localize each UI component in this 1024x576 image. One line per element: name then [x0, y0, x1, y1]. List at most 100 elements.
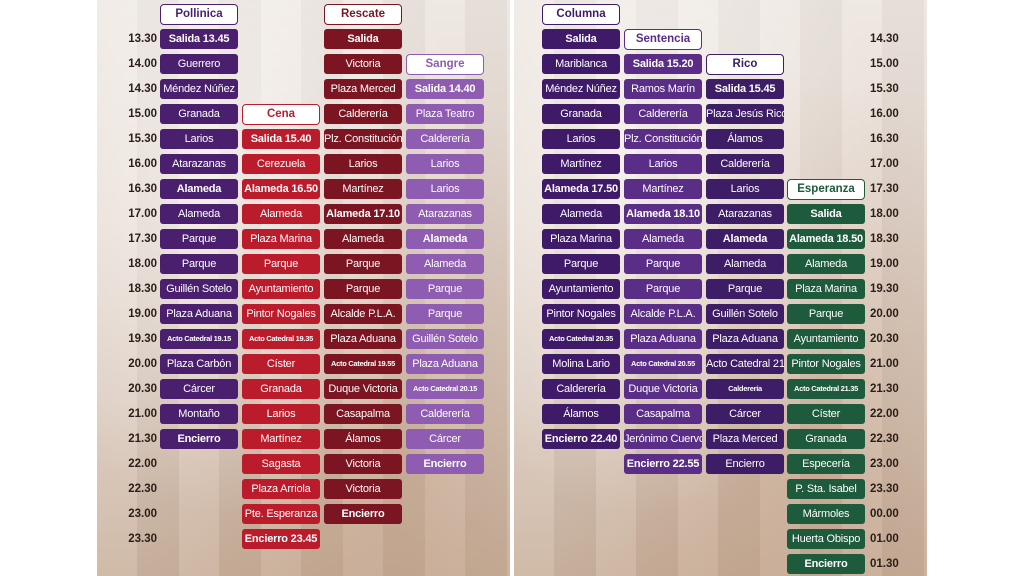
route-cell: Martínez — [324, 179, 402, 199]
route-cell: Atarazanas — [706, 204, 784, 224]
route-cell: Alameda — [160, 179, 238, 199]
time-label: 22.00 — [128, 457, 157, 470]
route-cell: Larios — [406, 179, 484, 199]
route-cell: Álamos — [706, 129, 784, 149]
route-cell: Victoria — [324, 479, 402, 499]
route-cell: Alameda — [324, 229, 402, 249]
time-label: 20.00 — [870, 307, 899, 320]
route-cell: Parque — [624, 279, 702, 299]
time-label: 17.00 — [128, 207, 157, 220]
route-cell: Acto Catedral 21.35 — [787, 379, 865, 399]
route-cell: Victoria — [324, 454, 402, 474]
route-cell: Pintor Nogales — [787, 354, 865, 374]
time-label: 01.00 — [870, 532, 899, 545]
route-cell: Alameda — [160, 204, 238, 224]
time-label: 22.30 — [870, 432, 899, 445]
route-cell: Atarazanas — [406, 204, 484, 224]
route-cell: Atarazanas — [160, 154, 238, 174]
route-cell: Duque Victoria — [624, 379, 702, 399]
route-cell: Plaza Aduana — [406, 354, 484, 374]
route-cell: Plaza Arriola — [242, 479, 320, 499]
route-cell: Plaza Aduana — [160, 304, 238, 324]
route-cell: Pintor Nogales — [542, 304, 620, 324]
time-label: 17.30 — [870, 182, 899, 195]
route-cell: Parque — [787, 304, 865, 324]
route-cell: Plz. Constitución — [324, 129, 402, 149]
time-label: 18.00 — [870, 207, 899, 220]
procession-header-rico: Rico — [706, 54, 784, 75]
route-cell: Cárcer — [706, 404, 784, 424]
time-label: 18.30 — [128, 282, 157, 295]
route-cell: Alameda 16.50 — [242, 179, 320, 199]
route-cell: Larios — [624, 154, 702, 174]
route-cell: Plaza Merced — [324, 79, 402, 99]
route-cell: Larios — [706, 179, 784, 199]
route-cell: Granada — [242, 379, 320, 399]
time-label: 14.30 — [870, 32, 899, 45]
route-cell: Plaza Aduana — [706, 329, 784, 349]
route-cell: Calderería — [706, 379, 784, 399]
time-label: 21.30 — [128, 432, 157, 445]
time-label: 20.30 — [128, 382, 157, 395]
route-cell: Acto Catedral 20.15 — [406, 379, 484, 399]
route-cell: Pintor Nogales — [242, 304, 320, 324]
procession-header-columna: Columna — [542, 4, 620, 25]
route-cell: Cárcer — [406, 429, 484, 449]
time-label: 13.30 — [128, 32, 157, 45]
time-label: 17.00 — [870, 157, 899, 170]
route-cell: Alameda 18.10 — [624, 204, 702, 224]
route-cell: Salida — [324, 29, 402, 49]
route-cell: Casapalma — [624, 404, 702, 424]
procession-header-cena: Cena — [242, 104, 320, 125]
route-cell: Calderería — [624, 104, 702, 124]
time-label: 16.00 — [870, 107, 899, 120]
route-cell: Parque — [160, 254, 238, 274]
route-cell: Parque — [324, 279, 402, 299]
route-cell: Encierro 22.55 — [624, 454, 702, 474]
route-cell: Salida 15.45 — [706, 79, 784, 99]
route-cell: Molina Lario — [542, 354, 620, 374]
route-cell: Parque — [542, 254, 620, 274]
route-cell: Alameda — [624, 229, 702, 249]
route-cell: Especería — [787, 454, 865, 474]
route-cell: Victoria — [324, 54, 402, 74]
route-cell: Salida 13.45 — [160, 29, 238, 49]
time-label: 15.30 — [128, 132, 157, 145]
procession-header-esperanza: Esperanza — [787, 179, 865, 200]
route-cell: Jerónimo Cuervo — [624, 429, 702, 449]
route-cell: Plaza Marina — [787, 279, 865, 299]
route-cell: Mármoles — [787, 504, 865, 524]
route-cell: Alameda — [242, 204, 320, 224]
route-cell: Plaza Teatro — [406, 104, 484, 124]
route-cell: Alameda — [706, 229, 784, 249]
time-label: 00.00 — [870, 507, 899, 520]
route-cell: Parque — [242, 254, 320, 274]
route-cell: Calderería — [542, 379, 620, 399]
route-cell: Plz. Constitución — [624, 129, 702, 149]
route-cell: Alameda — [406, 229, 484, 249]
time-label: 21.00 — [870, 357, 899, 370]
procession-header-pollinica: Pollinica — [160, 4, 238, 25]
time-label: 16.30 — [870, 132, 899, 145]
time-label: 20.00 — [128, 357, 157, 370]
route-cell: Martínez — [542, 154, 620, 174]
route-cell: Ayuntamiento — [787, 329, 865, 349]
route-cell: Acto Catedral 19.35 — [242, 329, 320, 349]
route-cell: Álamos — [324, 429, 402, 449]
route-cell: Acto Catedral 19.15 — [160, 329, 238, 349]
route-cell: Parque — [706, 279, 784, 299]
route-cell: Duque Victoria — [324, 379, 402, 399]
route-cell: Acto Catedral 20.55 — [624, 354, 702, 374]
procession-header-sangre: Sangre — [406, 54, 484, 75]
route-cell: Salida — [787, 204, 865, 224]
route-cell: Parque — [324, 254, 402, 274]
route-cell: P. Sta. Isabel — [787, 479, 865, 499]
time-label: 23.00 — [128, 507, 157, 520]
route-cell: Larios — [242, 404, 320, 424]
time-label: 19.30 — [870, 282, 899, 295]
route-cell: Salida — [542, 29, 620, 49]
route-cell: Parque — [624, 254, 702, 274]
route-cell: Encierro 23.45 — [242, 529, 320, 549]
route-cell: Encierro — [160, 429, 238, 449]
route-cell: Sagasta — [242, 454, 320, 474]
